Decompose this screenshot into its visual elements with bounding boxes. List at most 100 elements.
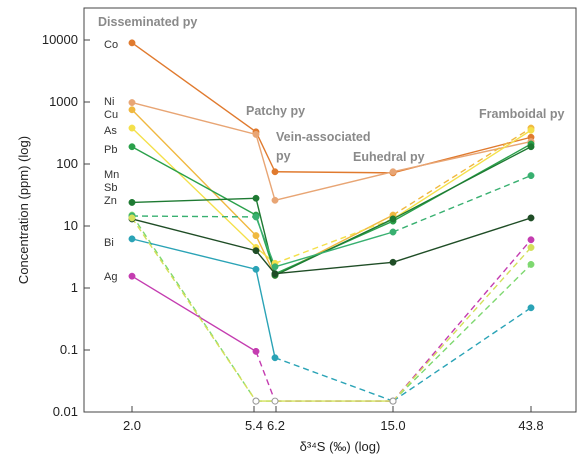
series-segment-bi — [131, 238, 257, 271]
data-point — [389, 228, 397, 236]
data-point-zn — [271, 270, 279, 278]
series-segment-zn — [131, 218, 257, 252]
data-point-bi — [527, 304, 535, 312]
series-lines — [131, 42, 532, 402]
y-tick-label: 10 — [64, 218, 78, 233]
series-segment-ni — [274, 171, 394, 201]
series-segment-ni — [255, 134, 276, 201]
data-point-zn — [252, 247, 260, 255]
series-segment-pb — [131, 146, 257, 216]
data-point-ni — [389, 168, 397, 176]
data-point — [271, 263, 279, 271]
data-point-bi — [271, 354, 279, 362]
data-point-ag — [271, 397, 279, 405]
series-segment-ag — [255, 351, 276, 402]
x-axis-title: δ³⁴S (‰) (log) — [300, 439, 381, 454]
series-segment — [392, 174, 532, 233]
data-point — [128, 214, 136, 222]
series-segment-bi — [255, 269, 276, 358]
data-point-bi — [252, 265, 260, 273]
data-point-ag — [527, 236, 535, 244]
x-tick-label: 6.2 — [267, 418, 285, 433]
element-label-bi: Bi — [104, 237, 114, 249]
data-point-ag — [128, 272, 136, 280]
data-point — [252, 213, 260, 221]
data-point-ni — [128, 99, 136, 106]
y-tick-label: 100 — [56, 156, 78, 171]
series-segment-bi — [392, 307, 532, 402]
series-segment-mn — [392, 146, 532, 220]
element-label-co: Co — [104, 39, 118, 51]
labels: Disseminated py Patchy py Vein-associated p… — [98, 15, 564, 283]
series-segment-as — [131, 127, 257, 249]
data-point-pb — [128, 143, 136, 151]
data-point-mn — [252, 194, 260, 202]
series-segment-ag — [392, 239, 532, 402]
series-segment — [274, 231, 394, 268]
data-point-bi — [128, 235, 136, 243]
series-points — [128, 39, 535, 405]
series-segment-as — [392, 129, 532, 220]
data-point-ni — [271, 196, 279, 204]
data-point-sb — [527, 260, 535, 268]
element-label-pb: Pb — [104, 144, 117, 156]
data-point-as — [128, 124, 136, 132]
data-point-co — [271, 168, 279, 176]
series-segment — [255, 216, 276, 268]
data-point-mn — [389, 215, 397, 223]
stage-label: Disseminated py — [98, 15, 197, 29]
stage-label: Vein-associated py — [276, 130, 371, 163]
y-tick-label: 1 — [71, 280, 78, 295]
series-segment-sb — [392, 263, 532, 402]
series-segment-ag — [131, 275, 257, 352]
element-label-zn: Zn — [104, 195, 117, 207]
series-segment-co — [255, 131, 276, 173]
y-axis-title: Concentration (ppm) (log) — [16, 136, 31, 284]
data-point-zn — [389, 258, 397, 266]
series-segment-zn — [255, 250, 276, 275]
series-segment-co — [274, 171, 394, 174]
series-segment — [392, 247, 532, 402]
series-segment-zn — [392, 217, 532, 263]
data-point-ni — [252, 130, 260, 138]
series-segment-cu — [392, 127, 532, 216]
data-point-cu — [252, 232, 260, 240]
data-point-cu — [128, 106, 136, 114]
data-point-co — [128, 39, 136, 47]
y-tick-label: 0.01 — [53, 404, 78, 419]
stage-label: Framboidal py — [479, 107, 564, 121]
data-point-mn — [527, 143, 535, 151]
series-segment-ni — [131, 101, 257, 136]
x-tick-label: 43.8 — [518, 418, 543, 433]
data-point-mn — [128, 198, 136, 206]
series-segment-cu — [131, 109, 257, 237]
element-label-mn: Mn — [104, 169, 119, 181]
series-segment-zn — [274, 261, 394, 275]
y-tick-label: 1000 — [49, 94, 78, 109]
data-point — [527, 244, 535, 251]
element-label-ni: Ni — [104, 96, 114, 108]
series-segment-sb — [131, 214, 257, 402]
element-label-as: As — [104, 125, 117, 137]
series-segment-mn — [274, 218, 394, 276]
series-segment-bi — [274, 357, 394, 402]
y-tick-label: 0.1 — [60, 342, 78, 357]
series-segment-mn — [131, 197, 257, 204]
plot-area: 0.01 0.1 1 10 100 1000 10000 2.0 5.4 6.2 15.0 43.8 δ… — [16, 7, 577, 454]
element-label-cu: Cu — [104, 109, 118, 121]
x-tick-label: 15.0 — [380, 418, 405, 433]
y-tick-label: 10000 — [42, 32, 78, 47]
series-segment-co — [131, 42, 257, 133]
series-segment-as — [274, 218, 394, 264]
plot-frame — [83, 7, 577, 413]
x-tick-label: 2.0 — [123, 418, 141, 433]
element-label-sb: Sb — [104, 182, 117, 194]
data-point-zn — [527, 214, 535, 222]
data-point — [389, 397, 397, 405]
data-point — [527, 172, 535, 180]
element-label-ag: Ag — [104, 271, 117, 283]
data-point-as — [527, 126, 535, 134]
series-segment-ni — [392, 140, 532, 173]
series-segment — [131, 217, 257, 402]
